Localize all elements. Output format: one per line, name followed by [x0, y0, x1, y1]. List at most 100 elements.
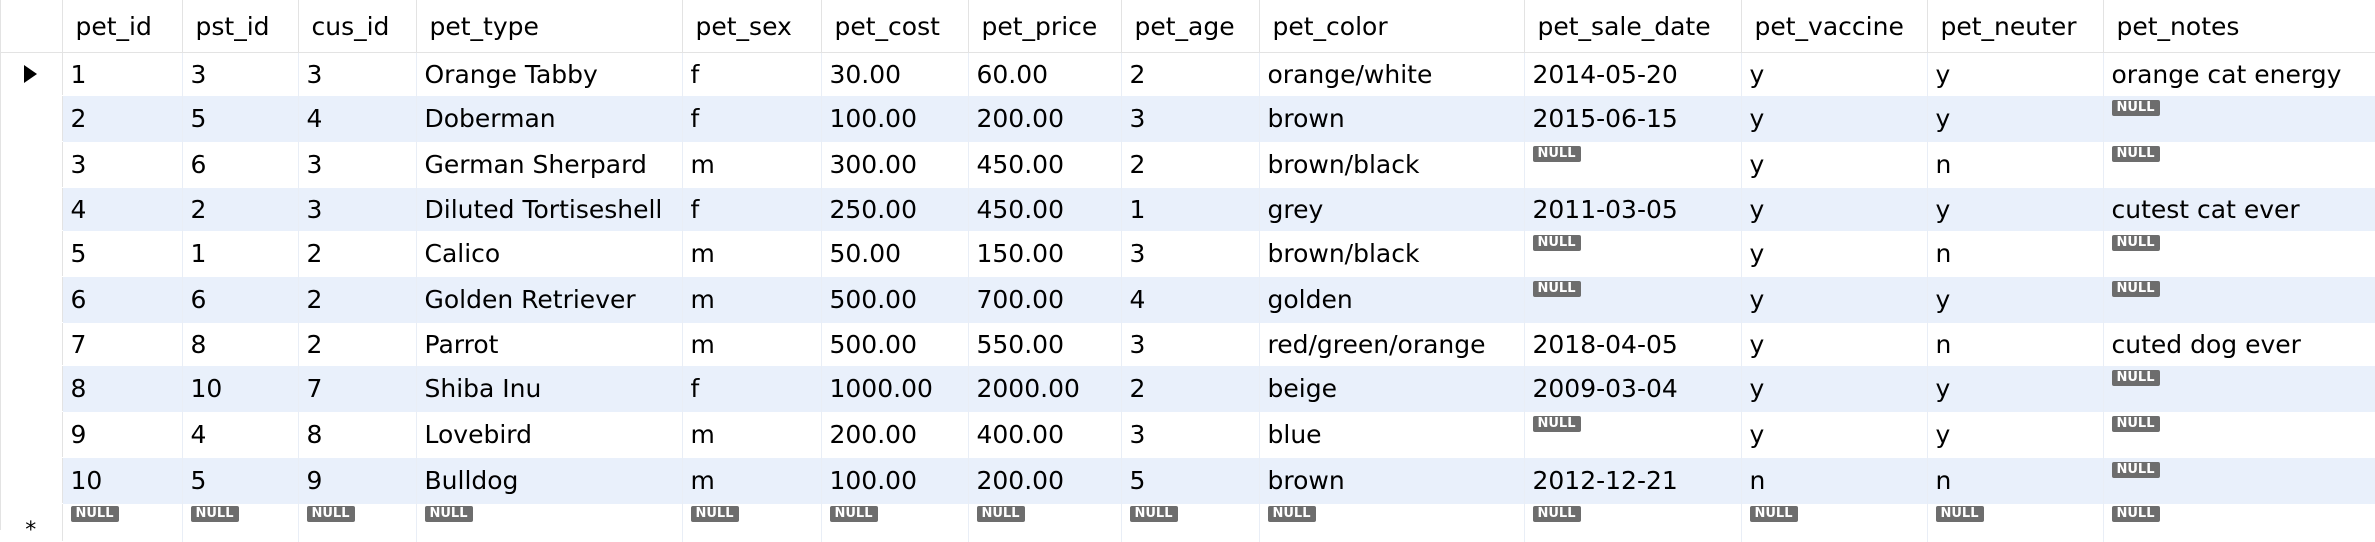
cell-pet-price[interactable]: 60.00 — [968, 52, 1122, 96]
cell-pet-id[interactable]: 4 — [62, 187, 183, 231]
cell-pet-neuter[interactable]: n — [1927, 230, 2104, 277]
cell-pet-vaccine[interactable]: y — [1741, 276, 1928, 323]
row-header[interactable] — [0, 276, 63, 323]
new-row-cell-pet-notes[interactable]: NULL — [2103, 503, 2375, 542]
cell-pet-id[interactable]: 7 — [62, 322, 183, 366]
cell-cus-id[interactable]: 3 — [298, 52, 417, 96]
cell-pet-cost[interactable]: 50.00 — [821, 230, 969, 277]
cell-pst-id[interactable]: 6 — [182, 276, 299, 323]
cell-pet-sex[interactable]: f — [682, 365, 822, 412]
new-row-cell-cus-id[interactable]: NULL — [298, 503, 417, 542]
new-row-cell-pet-type[interactable]: NULL — [416, 503, 683, 542]
cell-pet-id[interactable]: 3 — [62, 141, 183, 188]
cell-pet-type[interactable]: Bulldog — [416, 457, 683, 504]
cell-pet-cost[interactable]: 200.00 — [821, 411, 969, 458]
row-header[interactable] — [0, 457, 63, 504]
cell-pet-sex[interactable]: m — [682, 276, 822, 323]
cell-pet-color[interactable]: golden — [1259, 276, 1525, 323]
cell-pet-id[interactable]: 2 — [62, 95, 183, 142]
cell-pet-sale-date[interactable]: NULL — [1524, 276, 1742, 323]
cell-pet-color[interactable]: blue — [1259, 411, 1525, 458]
cell-pet-id[interactable]: 1 — [62, 52, 183, 96]
cell-pst-id[interactable]: 5 — [182, 457, 299, 504]
cell-pet-type[interactable]: Shiba Inu — [416, 365, 683, 412]
cell-pet-type[interactable]: Parrot — [416, 322, 683, 366]
row-header[interactable] — [0, 52, 63, 96]
new-row-cell-pet-price[interactable]: NULL — [968, 503, 1122, 542]
cell-cus-id[interactable]: 2 — [298, 322, 417, 366]
new-row-cell-pet-age[interactable]: NULL — [1121, 503, 1260, 542]
cell-pet-sale-date[interactable]: 2011-03-05 — [1524, 187, 1742, 231]
column-header-pet-sale-date[interactable]: pet_sale_date — [1524, 0, 1742, 53]
cell-cus-id[interactable]: 3 — [298, 187, 417, 231]
new-row-cell-pet-id[interactable]: NULL — [62, 503, 183, 542]
cell-pet-vaccine[interactable]: y — [1741, 230, 1928, 277]
cell-pet-cost[interactable]: 500.00 — [821, 322, 969, 366]
column-header-pet-cost[interactable]: pet_cost — [821, 0, 969, 53]
cell-pet-id[interactable]: 8 — [62, 365, 183, 412]
cell-pet-price[interactable]: 200.00 — [968, 457, 1122, 504]
cell-pet-price[interactable]: 700.00 — [968, 276, 1122, 323]
column-header-cus-id[interactable]: cus_id — [298, 0, 417, 53]
new-row-cell-pet-color[interactable]: NULL — [1259, 503, 1525, 542]
cell-pet-notes[interactable]: NULL — [2103, 230, 2375, 277]
cell-cus-id[interactable]: 3 — [298, 141, 417, 188]
table-row[interactable]: 3 6 3 German Sherpard m 300.00 450.00 2 brown/bl… — [0, 141, 2375, 188]
cell-pet-notes[interactable]: NULL — [2103, 95, 2375, 142]
cell-pst-id[interactable]: 8 — [182, 322, 299, 366]
cell-pet-color[interactable]: brown/black — [1259, 141, 1525, 188]
corner-cell[interactable] — [0, 0, 63, 53]
row-header[interactable] — [0, 365, 63, 412]
cell-pet-neuter[interactable]: y — [1927, 411, 2104, 458]
cell-pet-color[interactable]: grey — [1259, 187, 1525, 231]
cell-pet-id[interactable]: 9 — [62, 411, 183, 458]
cell-pet-sale-date[interactable]: 2014-05-20 — [1524, 52, 1742, 96]
cell-pet-neuter[interactable]: y — [1927, 52, 2104, 96]
cell-pet-sex[interactable]: m — [682, 141, 822, 188]
cell-pet-neuter[interactable]: y — [1927, 95, 2104, 142]
cell-pet-cost[interactable]: 250.00 — [821, 187, 969, 231]
cell-pet-price[interactable]: 450.00 — [968, 141, 1122, 188]
cell-pst-id[interactable]: 6 — [182, 141, 299, 188]
cell-pet-notes[interactable]: NULL — [2103, 411, 2375, 458]
cell-pet-color[interactable]: brown — [1259, 457, 1525, 504]
cell-pet-neuter[interactable]: y — [1927, 187, 2104, 231]
cell-pet-cost[interactable]: 100.00 — [821, 457, 969, 504]
cell-pet-age[interactable]: 3 — [1121, 95, 1260, 142]
cell-pet-cost[interactable]: 30.00 — [821, 52, 969, 96]
cell-pet-type[interactable]: Lovebird — [416, 411, 683, 458]
table-row[interactable]: 7 8 2 Parrot m 500.00 550.00 3 red/green/orange 2… — [0, 322, 2375, 366]
cell-pet-cost[interactable]: 100.00 — [821, 95, 969, 142]
cell-cus-id[interactable]: 2 — [298, 276, 417, 323]
cell-pet-sale-date[interactable]: NULL — [1524, 230, 1742, 277]
cell-pet-type[interactable]: Orange Tabby — [416, 52, 683, 96]
cell-cus-id[interactable]: 8 — [298, 411, 417, 458]
cell-pet-age[interactable]: 3 — [1121, 322, 1260, 366]
table-row[interactable]: 4 2 3 Diluted Tortiseshell f 250.00 450.00 1 gre… — [0, 187, 2375, 231]
table-row[interactable]: 1 3 3 Orange Tabby f 30.00 60.00 2 orange/white 2… — [0, 52, 2375, 96]
new-row-cell-pet-cost[interactable]: NULL — [821, 503, 969, 542]
cell-pet-price[interactable]: 200.00 — [968, 95, 1122, 142]
column-header-pet-price[interactable]: pet_price — [968, 0, 1122, 53]
new-row-cell-pet-neuter[interactable]: NULL — [1927, 503, 2104, 542]
cell-pet-color[interactable]: red/green/orange — [1259, 322, 1525, 366]
cell-pet-vaccine[interactable]: y — [1741, 141, 1928, 188]
cell-pet-vaccine[interactable]: y — [1741, 411, 1928, 458]
cell-pet-vaccine[interactable]: y — [1741, 322, 1928, 366]
cell-cus-id[interactable]: 2 — [298, 230, 417, 277]
cell-pet-type[interactable]: German Sherpard — [416, 141, 683, 188]
cell-pet-type[interactable]: Calico — [416, 230, 683, 277]
cell-pst-id[interactable]: 10 — [182, 365, 299, 412]
table-row[interactable]: 6 6 2 Golden Retriever m 500.00 700.00 4 golden N… — [0, 276, 2375, 323]
cell-cus-id[interactable]: 9 — [298, 457, 417, 504]
table-row[interactable]: 10 5 9 Bulldog m 100.00 200.00 5 brown 2012-12-21… — [0, 457, 2375, 504]
cell-pet-sex[interactable]: m — [682, 457, 822, 504]
cell-pet-notes[interactable]: NULL — [2103, 276, 2375, 323]
cell-pst-id[interactable]: 3 — [182, 52, 299, 96]
row-header[interactable] — [0, 187, 63, 231]
cell-pst-id[interactable]: 4 — [182, 411, 299, 458]
cell-pet-type[interactable]: Doberman — [416, 95, 683, 142]
cell-pet-color[interactable]: beige — [1259, 365, 1525, 412]
table-row[interactable]: 9 4 8 Lovebird m 200.00 400.00 3 blue NULL y y NULL — [0, 411, 2375, 458]
